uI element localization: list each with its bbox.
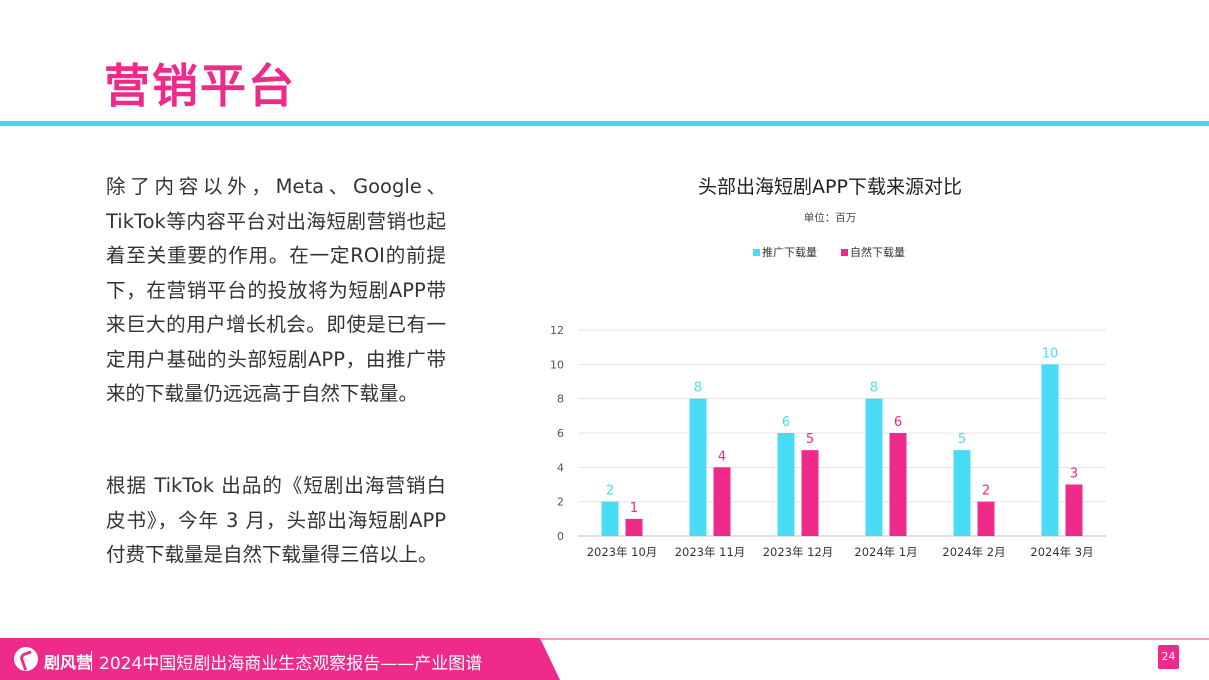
data-label: 8	[694, 381, 702, 396]
body-paragraph-1: 除了内容以外，Meta、Google、TikTok等内容平台对出海短剧营销也起着…	[106, 175, 446, 405]
data-label: 2	[982, 484, 990, 499]
footer-bar	[0, 638, 560, 680]
bar	[601, 501, 619, 536]
bar	[889, 433, 907, 536]
bar	[689, 398, 707, 536]
x-tick-label: 2023年 11月	[675, 545, 746, 559]
y-tick-label: 10	[550, 358, 564, 371]
chart-subtitle: 单位：百万	[803, 212, 857, 224]
legend-swatch	[841, 249, 848, 256]
x-tick-label: 2024年 1月	[854, 545, 917, 559]
footer-brand: 剧风营	[44, 653, 93, 672]
y-tick-label: 12	[550, 324, 564, 337]
legend-label: 推广下载量	[762, 245, 817, 259]
bar	[777, 433, 795, 536]
data-label: 4	[718, 449, 726, 464]
y-tick-label: 4	[557, 461, 564, 474]
body-paragraph-2: 根据 TikTok 出品的《短剧出海营销白皮书》，今年 3 月，头部出海短剧AP…	[106, 474, 446, 566]
x-tick-label: 2023年 10月	[587, 545, 658, 559]
bar	[625, 518, 643, 536]
page-number: 24	[1158, 645, 1179, 669]
y-tick-label: 8	[557, 393, 564, 406]
footer-report-title: 2024中国短剧出海商业生态观察报告——产业图谱	[99, 654, 483, 674]
data-label: 2	[606, 484, 614, 499]
data-label: 6	[782, 415, 790, 430]
bar	[953, 450, 971, 536]
data-label: 8	[870, 381, 878, 396]
footer-line	[540, 638, 1209, 640]
brand-swirl-icon	[14, 647, 38, 671]
data-label: 1	[630, 501, 638, 516]
chart-title: 头部出海短剧APP下载来源对比	[698, 176, 962, 198]
footer-separator	[91, 651, 92, 671]
y-tick-label: 2	[557, 496, 564, 509]
y-tick-label: 6	[557, 427, 564, 440]
bar	[1041, 364, 1059, 536]
bar	[977, 501, 995, 536]
data-label: 5	[958, 432, 966, 447]
x-tick-label: 2023年 12月	[763, 545, 834, 559]
data-label: 10	[1042, 346, 1059, 361]
x-tick-label: 2024年 2月	[942, 545, 1005, 559]
legend-label: 自然下载量	[850, 245, 905, 259]
bar	[713, 467, 731, 536]
x-tick-label: 2024年 3月	[1030, 545, 1093, 559]
title-divider	[0, 121, 1209, 126]
data-label: 3	[1070, 467, 1078, 482]
data-label: 6	[894, 415, 902, 430]
legend-swatch	[753, 249, 760, 256]
page-title: 营销平台	[104, 59, 296, 113]
bar	[801, 450, 819, 536]
data-label: 5	[806, 432, 814, 447]
bar	[1065, 484, 1083, 536]
y-tick-label: 0	[557, 530, 564, 543]
bar	[865, 398, 883, 536]
